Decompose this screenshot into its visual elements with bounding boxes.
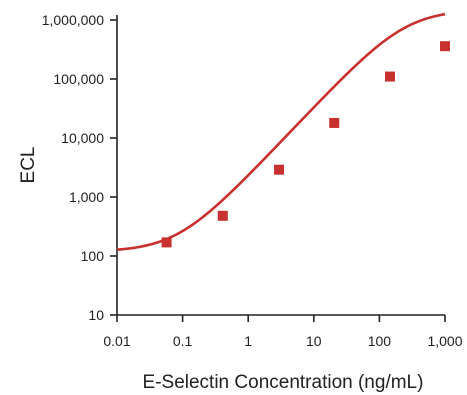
- data-point-1: [217, 210, 228, 221]
- x-axis-title: E-Selectin Concentration (ng/mL): [143, 372, 424, 393]
- y-axis-ticks: 10 100 1,000 10,000 100,000 1,000,000: [42, 12, 117, 323]
- x-tick-label-2: 1: [244, 333, 252, 349]
- y-tick-label-5: 1,000,000: [42, 12, 104, 28]
- y-tick-label-4: 100,000: [53, 71, 104, 87]
- y-tick-label-0: 10: [88, 307, 104, 323]
- x-tick-label-0: 0.01: [103, 333, 130, 349]
- x-axis-ticks: 0.01 0.1 1 10 100 1,000: [103, 315, 463, 349]
- fit-curve: [116, 12, 446, 252]
- x-tick-label-1: 0.1: [173, 333, 193, 349]
- x-tick-label-4: 100: [368, 333, 392, 349]
- data-point-3: [329, 117, 340, 128]
- data-point-4: [384, 71, 395, 82]
- data-point-0: [161, 237, 172, 248]
- data-points: [161, 41, 450, 248]
- y-axis-title: ECL: [18, 147, 39, 184]
- y-tick-label-2: 1,000: [69, 189, 104, 205]
- data-point-5: [440, 41, 450, 52]
- y-tick-label-1: 100: [81, 248, 105, 264]
- data-point-2: [274, 164, 285, 175]
- x-tick-label-3: 10: [306, 333, 322, 349]
- y-tick-label-3: 10,000: [61, 130, 104, 146]
- x-tick-label-5: 1,000: [427, 333, 462, 349]
